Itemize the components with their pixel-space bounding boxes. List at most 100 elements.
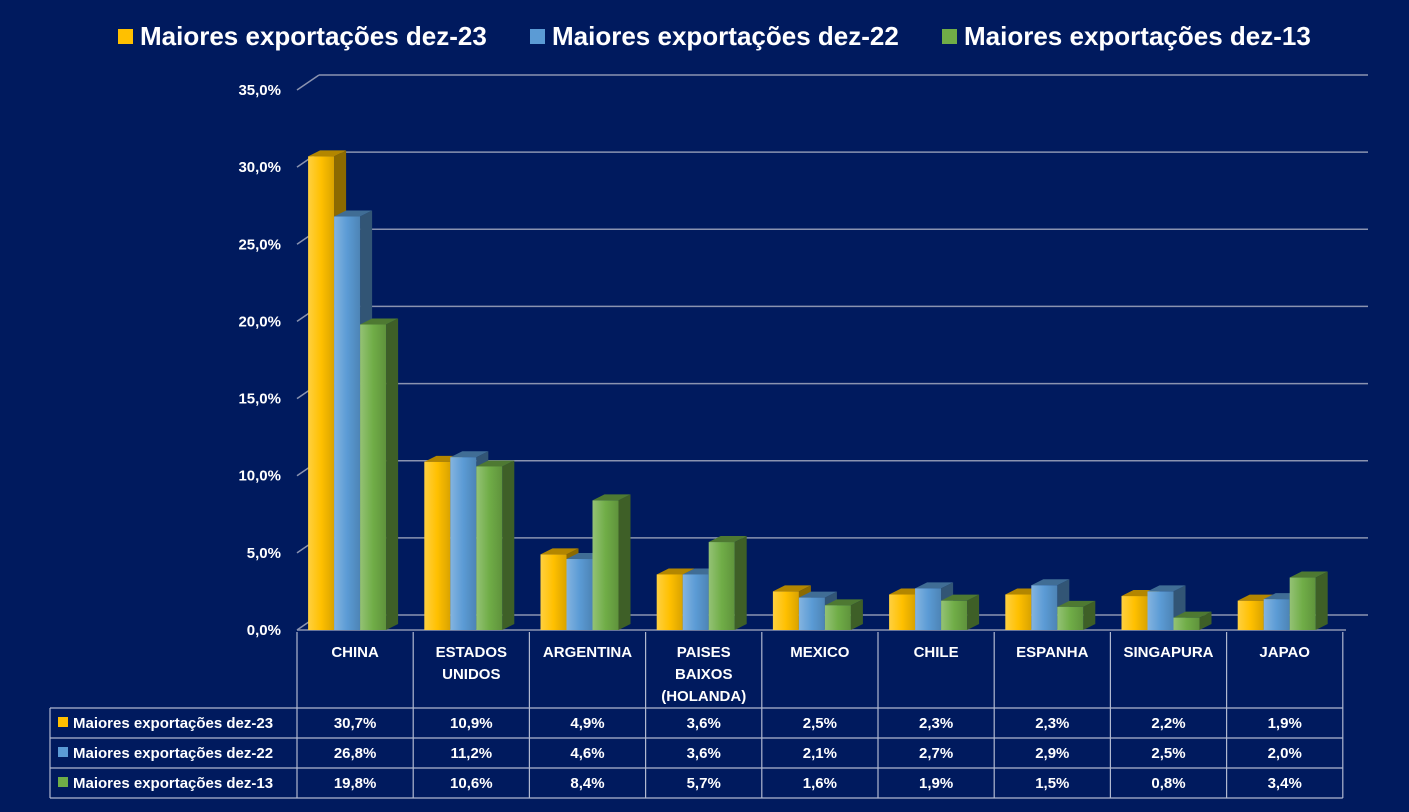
bar-front — [941, 600, 968, 630]
legend-item: Maiores exportações dez-22 — [530, 21, 899, 51]
table-cell: 4,6% — [570, 745, 604, 762]
table-cell: 5,7% — [687, 775, 721, 792]
table-cell: 2,3% — [1035, 715, 1069, 732]
bar-front — [360, 324, 387, 630]
bar-side — [1083, 600, 1096, 630]
row-legend-swatch — [58, 777, 68, 787]
bar-top — [798, 591, 837, 598]
bar — [360, 318, 399, 630]
table-cell: 3,6% — [687, 715, 721, 732]
y-axis: 0,0% 5,0% 10,0% 15,0% 20,0% 25,0% 30,0% 35,0% — [238, 82, 281, 639]
legend-swatch — [942, 29, 957, 44]
bar-front — [1147, 591, 1174, 630]
bar-front — [708, 542, 735, 630]
table-cell: 2,5% — [803, 715, 837, 732]
legend-swatch — [118, 29, 133, 44]
y-tick-label: 30,0% — [238, 159, 281, 176]
bar-front — [772, 591, 799, 630]
table-cell: 2,1% — [803, 745, 837, 762]
bar-top — [708, 536, 747, 543]
bar-front — [566, 559, 593, 630]
bar — [1057, 600, 1096, 630]
bar-front — [1173, 617, 1200, 630]
bar-front — [824, 605, 851, 630]
bar-top — [334, 210, 373, 217]
table-cell: 30,7% — [334, 715, 377, 732]
bar-top — [360, 318, 399, 325]
bar-side — [1199, 611, 1212, 630]
table-cell: 11,2% — [450, 745, 492, 762]
bar-side — [1315, 571, 1328, 630]
bar-side — [734, 536, 747, 630]
table-cell: 2,2% — [1151, 715, 1185, 732]
table-cell: 10,6% — [450, 775, 493, 792]
bar-front — [424, 461, 451, 630]
bar-front — [1057, 606, 1084, 630]
bar-front — [889, 594, 916, 630]
bar-side — [618, 494, 631, 630]
row-series-label: Maiores exportações dez-22 — [73, 745, 273, 762]
bar — [824, 599, 863, 630]
bar-front — [1031, 585, 1058, 630]
bar-top — [1147, 585, 1186, 592]
bar-front — [592, 500, 619, 630]
legend-label: Maiores exportações dez-22 — [552, 21, 899, 51]
category-label: CHINA — [331, 644, 379, 661]
table-row: Maiores exportações dez-23 30,7% 10,9% 4,9%… — [58, 715, 1302, 732]
y-tick-label: 15,0% — [238, 391, 281, 408]
bar — [708, 536, 747, 630]
bar-front — [1237, 600, 1264, 630]
y-tick-label: 20,0% — [238, 313, 281, 330]
bar-top — [772, 585, 811, 592]
category-label: JAPAO — [1259, 644, 1310, 661]
bar — [1173, 611, 1212, 630]
y-tick-label: 0,0% — [247, 622, 281, 639]
bar — [941, 594, 980, 630]
table-cell: 3,6% — [687, 745, 721, 762]
row-legend-swatch — [58, 747, 68, 757]
bar-top — [1031, 579, 1070, 586]
category-label: ESPANHA — [1016, 644, 1088, 661]
bar-front — [1289, 577, 1316, 630]
bar-top — [824, 599, 863, 606]
bar-side — [386, 318, 399, 630]
y-tick-label: 10,0% — [238, 468, 281, 485]
table-cell: 8,4% — [570, 775, 604, 792]
bar-top — [450, 451, 489, 458]
row-series-label: Maiores exportações dez-23 — [73, 715, 273, 732]
bar-top — [540, 548, 579, 555]
legend: Maiores exportações dez-23 Maiores export… — [118, 21, 1311, 51]
table-cell: 0,8% — [1151, 775, 1185, 792]
bar-side — [850, 599, 863, 630]
bar-top — [941, 594, 980, 601]
table-cell: 2,5% — [1151, 745, 1185, 762]
bar — [476, 460, 515, 630]
bar-side — [502, 460, 515, 630]
row-series-label: Maiores exportações dez-13 — [73, 775, 273, 792]
bar-front — [540, 554, 567, 630]
table-cell: 3,4% — [1268, 775, 1302, 792]
bar-top — [476, 460, 515, 467]
legend-label: Maiores exportações dez-13 — [964, 21, 1311, 51]
table-row: Maiores exportações dez-13 19,8% 10,6% 8,4%… — [58, 775, 1302, 792]
table-cell: 2,9% — [1035, 745, 1069, 762]
bar-front — [450, 457, 477, 630]
legend-label: Maiores exportações dez-23 — [140, 21, 487, 51]
table-cell: 19,8% — [334, 775, 377, 792]
table-row: Maiores exportações dez-22 26,8% 11,2% 4,6%… — [58, 745, 1302, 762]
category-label: MEXICO — [790, 644, 850, 661]
bar-front — [682, 574, 709, 630]
category-label: SINGAPURA — [1123, 644, 1213, 661]
category-label: ESTADOS — [436, 644, 507, 661]
bar-front — [1263, 599, 1290, 630]
bar-top — [1057, 600, 1096, 607]
category-label: UNIDOS — [442, 666, 500, 683]
table-cell: 10,9% — [450, 715, 493, 732]
bar-top — [656, 568, 695, 575]
table-cell: 1,6% — [803, 775, 837, 792]
data-table: CHINA ESTADOS UNIDOS ARGENTINA PAISES BAIXOS (… — [49, 632, 1344, 799]
bar-front — [1121, 596, 1148, 630]
bar-front — [915, 588, 942, 630]
category-label: PAISES — [677, 644, 731, 661]
table-cell: 4,9% — [570, 715, 604, 732]
